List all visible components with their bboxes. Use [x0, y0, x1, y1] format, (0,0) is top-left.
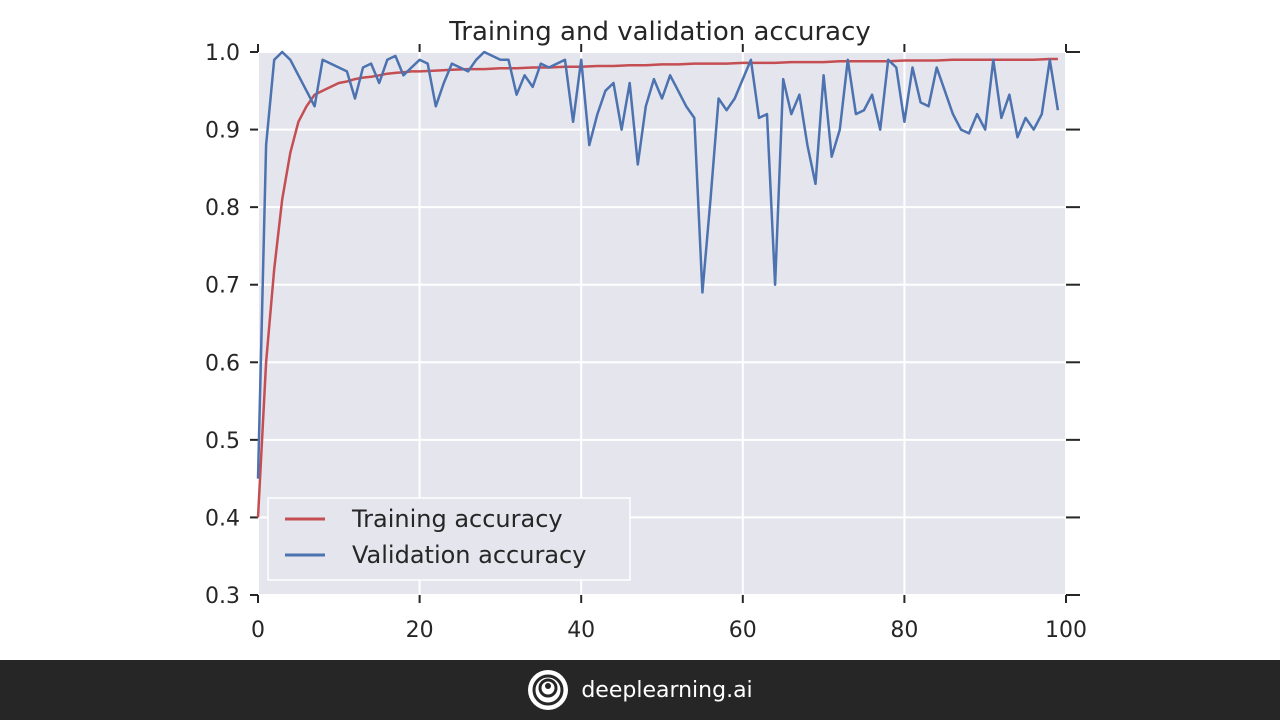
- series-lines: [256, 50, 1060, 518]
- x-tick-label: 0: [251, 618, 265, 643]
- x-tick-label: 60: [729, 618, 757, 643]
- y-tick-label: 1.0: [205, 41, 240, 66]
- y-tick-label: 0.6: [205, 351, 240, 376]
- brand-text: deeplearning.ai: [581, 677, 753, 703]
- chart-title: Training and validation accuracy: [448, 17, 871, 47]
- x-tick-label: 20: [406, 618, 434, 643]
- y-tick-label: 0.4: [205, 506, 240, 531]
- deeplearning-logo-icon: [528, 670, 569, 710]
- y-tick-label: 0.8: [205, 196, 240, 221]
- footer-bar: deeplearning.ai: [0, 660, 1280, 720]
- y-tick-label: 0.5: [205, 429, 240, 454]
- x-tick-label: 40: [567, 618, 595, 643]
- y-tick-label: 0.9: [205, 119, 240, 144]
- y-tick-label: 0.7: [205, 274, 240, 299]
- legend-label-validation: Validation accuracy: [352, 541, 586, 569]
- x-tick-label: 100: [1045, 618, 1087, 643]
- validation-accuracy-line: [256, 50, 1060, 479]
- legend: Training accuracy Validation accuracy: [267, 497, 631, 581]
- x-tick-label: 80: [890, 618, 918, 643]
- legend-label-training: Training accuracy: [351, 505, 563, 533]
- axis-ticks: 0 20 40 60 80 100 0.3 0.4 0.5 0.6 0.7 0.8 0.9 1.0: [205, 41, 1087, 643]
- y-tick-label: 0.3: [205, 584, 240, 609]
- legend-box: [267, 497, 631, 581]
- accuracy-chart: 0 20 40 60 80 100 0.3 0.4 0.5 0.6 0.7 0.8 0.9 1.0 Tra…: [205, 17, 1087, 643]
